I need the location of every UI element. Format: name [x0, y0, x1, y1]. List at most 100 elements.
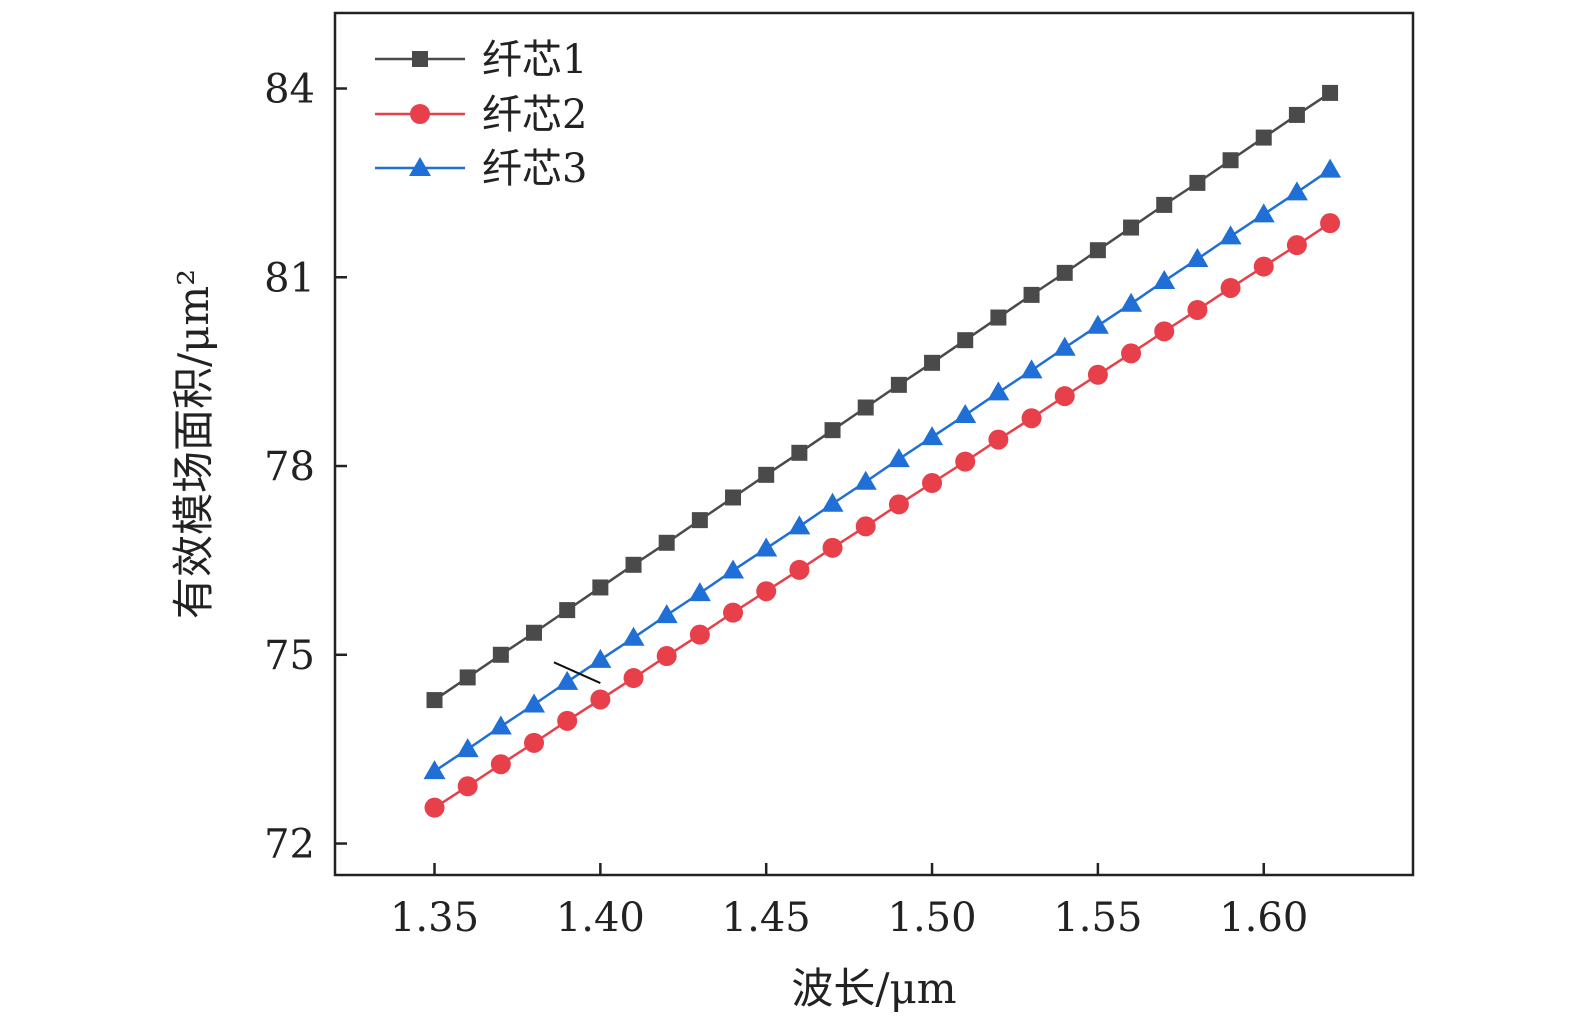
y-tick-label: 84	[264, 67, 315, 113]
data-point	[990, 309, 1007, 326]
data-point	[725, 489, 742, 506]
data-point	[1219, 225, 1242, 245]
data-point	[854, 470, 877, 490]
series-line	[433, 168, 1331, 773]
legend-marker	[410, 104, 430, 124]
data-point	[622, 626, 645, 646]
data-point	[887, 448, 910, 468]
data-point	[523, 693, 546, 713]
data-point	[1288, 106, 1305, 123]
data-point	[424, 797, 445, 818]
data-point	[1255, 129, 1272, 146]
data-point	[691, 512, 708, 529]
data-point	[722, 559, 745, 579]
series-1	[426, 84, 1339, 709]
data-point	[623, 668, 644, 689]
legend-label: 纤芯2	[482, 92, 587, 138]
series-line	[433, 222, 1331, 809]
data-point	[1020, 359, 1043, 379]
data-point	[788, 515, 811, 535]
data-point	[1021, 408, 1042, 429]
data-point	[888, 494, 909, 515]
data-point	[824, 422, 841, 439]
data-point	[1322, 84, 1339, 101]
data-point	[758, 466, 775, 483]
data-point	[921, 426, 944, 446]
legend-item-3: 纤芯3	[375, 146, 587, 192]
data-point	[955, 451, 976, 472]
data-point	[589, 648, 612, 668]
data-point	[756, 581, 777, 602]
data-point	[957, 332, 974, 349]
data-point	[456, 738, 479, 758]
data-point	[1153, 270, 1176, 290]
legend-label: 纤芯1	[482, 37, 587, 83]
data-point	[557, 710, 578, 731]
data-point	[592, 579, 609, 596]
data-point	[987, 381, 1010, 401]
data-point	[1187, 299, 1208, 320]
y-tick-label: 78	[264, 444, 315, 490]
data-point	[524, 732, 545, 753]
data-point	[423, 760, 446, 780]
data-point	[922, 473, 943, 494]
data-point	[954, 404, 977, 424]
data-point	[1222, 152, 1239, 169]
x-tick-label: 1.35	[390, 895, 479, 941]
data-point	[625, 556, 642, 573]
annotation-layer	[553, 661, 601, 685]
data-point	[559, 602, 576, 619]
y-axis-title: 有效模场面积/μm²	[169, 269, 218, 619]
x-axis-title: 波长/μm	[791, 964, 956, 1013]
data-point	[1154, 321, 1175, 342]
data-point	[526, 624, 543, 641]
data-point	[1054, 386, 1075, 407]
y-tick-label: 81	[264, 255, 315, 301]
plot-frame	[333, 11, 1415, 877]
data-point	[890, 376, 907, 393]
data-point	[924, 354, 941, 371]
data-point	[1320, 213, 1341, 234]
data-point	[688, 582, 711, 602]
data-point	[1186, 248, 1209, 268]
legend: 纤芯1 纤芯2 纤芯3	[375, 37, 587, 192]
data-point	[1056, 264, 1073, 281]
data-point	[457, 776, 478, 797]
data-point	[1286, 235, 1307, 256]
data-point	[1319, 158, 1342, 178]
series-2	[424, 213, 1341, 818]
data-point	[658, 534, 675, 551]
legend-item-1: 纤芯1	[375, 37, 587, 83]
legend-marker	[412, 51, 428, 67]
data-point	[791, 444, 808, 461]
data-point	[1252, 203, 1275, 223]
data-point	[490, 754, 511, 775]
data-point	[459, 669, 476, 686]
data-point	[1086, 314, 1109, 334]
data-point	[1253, 256, 1274, 277]
ticks-layer: 1.35 1.40 1.45 1.50 1.55 1.60 72 75 78 81 84	[264, 67, 1308, 941]
data-point	[1087, 364, 1108, 385]
data-point	[492, 646, 509, 663]
data-point	[1220, 277, 1241, 298]
data-point	[821, 492, 844, 512]
data-point	[556, 670, 579, 690]
data-point	[1189, 174, 1206, 191]
x-tick-label: 1.45	[722, 895, 811, 941]
legend-item-2: 纤芯2	[375, 92, 587, 138]
data-point	[988, 429, 1009, 450]
x-tick-label: 1.55	[1053, 895, 1142, 941]
data-point	[689, 624, 710, 645]
data-point	[590, 689, 611, 710]
data-point	[656, 646, 677, 667]
series-line	[433, 91, 1331, 702]
data-point	[755, 537, 778, 557]
data-point	[489, 715, 512, 735]
data-point	[789, 559, 810, 580]
x-tick-label: 1.60	[1219, 895, 1308, 941]
series-3	[423, 158, 1342, 780]
data-point	[426, 692, 443, 709]
data-point	[1285, 181, 1308, 201]
